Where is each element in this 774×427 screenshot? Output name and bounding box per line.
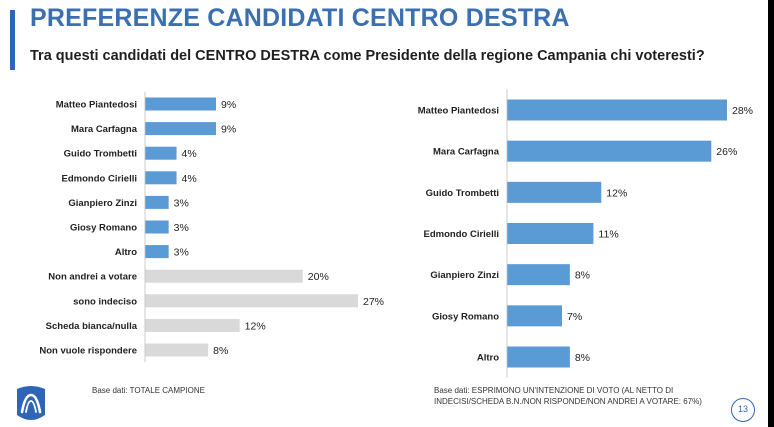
chart-total-sample: Matteo Piantedosi 9% Mara Carfagna 9% Guido … [39, 91, 384, 363]
bar [507, 346, 570, 368]
value-label: 3% [174, 222, 189, 234]
bar [507, 140, 712, 162]
category-label: Matteo Piantedosi [418, 106, 499, 117]
bar [507, 305, 562, 327]
value-label: 28% [732, 105, 753, 117]
bar [507, 99, 727, 121]
category-label: Scheda bianca/nulla [46, 321, 138, 332]
category-label: Giosy Romano [70, 223, 137, 234]
category-label: Altro [477, 353, 499, 364]
value-label: 4% [182, 148, 197, 160]
base-note-left: Base dati: TOTALE CAMPIONE [92, 386, 205, 395]
title-accent-bar [10, 10, 15, 70]
bar [507, 223, 594, 244]
value-label: 27% [363, 296, 384, 308]
base-note-right: Base dati: ESPRIMONO UN'INTENZIONE DI VO… [434, 386, 702, 406]
value-label: 4% [182, 173, 197, 185]
bar [145, 245, 169, 259]
question-subtitle: Tra questi candidati del CENTRO DESTRA c… [30, 48, 705, 64]
value-label: 8% [575, 270, 590, 282]
category-label: Non andrei a votare [48, 272, 137, 283]
value-label: 20% [308, 271, 329, 283]
category-label: Guido Trombetti [426, 188, 499, 199]
bar [145, 294, 358, 308]
bar [145, 171, 177, 185]
category-label: Mara Carfagna [71, 124, 138, 135]
bar [145, 146, 177, 160]
bar [145, 97, 216, 111]
category-label: Edmondo Cirielli [62, 173, 137, 184]
bar [145, 343, 209, 357]
bar [145, 318, 240, 332]
value-label: 3% [174, 197, 189, 209]
category-label: Matteo Piantedosi [56, 100, 137, 111]
category-label: Mara Carfagna [433, 147, 500, 158]
value-label: 26% [716, 146, 737, 158]
bar [145, 269, 303, 283]
bar [145, 122, 216, 136]
category-label: Altro [115, 247, 137, 258]
value-label: 8% [575, 352, 590, 364]
value-label: 12% [606, 187, 627, 199]
page-title: PREFERENZE CANDIDATI CENTRO DESTRA [30, 4, 570, 32]
bar [507, 181, 602, 203]
value-label: 11% [598, 229, 618, 241]
bar [507, 264, 570, 286]
category-label: Guido Trombetti [64, 149, 137, 160]
bar [145, 220, 169, 234]
bar [145, 195, 169, 209]
value-label: 9% [221, 99, 236, 111]
value-label: 7% [567, 311, 582, 323]
category-label: Non vuole rispondere [39, 346, 137, 357]
value-label: 3% [174, 247, 189, 259]
value-label: 9% [221, 124, 236, 136]
brand-logo-icon [17, 386, 45, 420]
value-label: 12% [245, 320, 266, 332]
category-label: Edmondo Cirielli [424, 229, 499, 240]
category-label: Giosy Romano [432, 311, 499, 322]
value-label: 8% [213, 345, 228, 357]
category-label: Gianpiero Zinzi [430, 270, 499, 281]
category-label: sono indeciso [73, 296, 137, 307]
category-label: Gianpiero Zinzi [68, 198, 137, 209]
page-number: 13 [731, 398, 755, 422]
